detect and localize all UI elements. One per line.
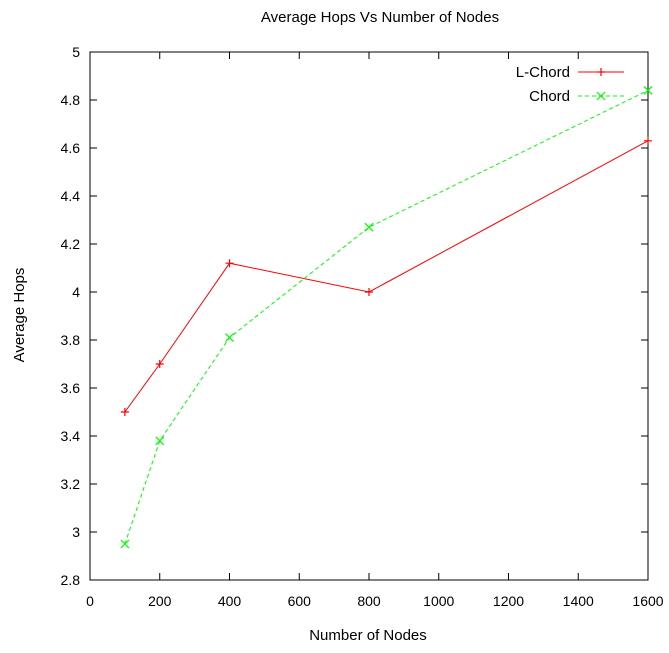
data-point (644, 136, 652, 145)
y-tick-label: 3.4 (61, 428, 81, 444)
y-tick-label: 3 (72, 524, 80, 540)
legend-swatch-marker (596, 91, 606, 101)
series-layer (120, 85, 653, 549)
y-tick-label: 4.8 (61, 92, 81, 108)
x-axis-label: Number of Nodes (309, 627, 427, 644)
data-point (225, 259, 234, 268)
x-tick-label: 1000 (423, 593, 454, 609)
y-tick-label: 2.8 (61, 572, 81, 588)
x-tick-label: 1400 (563, 593, 594, 609)
data-point (364, 222, 374, 232)
legend-label: L-Chord (516, 64, 570, 81)
y-tick-label: 3.8 (61, 332, 81, 348)
data-point (120, 408, 129, 416)
data-point (643, 85, 653, 95)
data-point (155, 436, 165, 446)
y-tick-label: 3.6 (61, 380, 81, 396)
x-tick-label: 400 (218, 593, 242, 609)
y-tick-label: 4 (72, 284, 80, 300)
x-tick-label: 600 (288, 593, 312, 609)
y-tick-label: 4.4 (61, 188, 81, 204)
series-l-chord (120, 136, 652, 416)
legend-swatch-marker (597, 68, 605, 76)
y-tick-label: 4.6 (61, 140, 81, 156)
legend: L-Chord Chord (516, 64, 624, 105)
y-tick-label: 5 (72, 44, 80, 60)
data-point (225, 333, 234, 343)
series-chord (120, 85, 653, 549)
x-tick-label: 800 (357, 593, 381, 609)
data-point (365, 288, 373, 296)
data-point (120, 539, 130, 549)
y-tick-label: 4.2 (61, 236, 81, 252)
y-tick-label: 3.2 (61, 476, 81, 492)
axis-ticks: 0 200 400 600 800 1000 1200 1400 1600 2.8 3 3.2 3.4 3… (61, 44, 664, 609)
plot-area-frame (89, 51, 649, 581)
y-axis-label: Average Hops (11, 268, 28, 363)
x-tick-label: 200 (148, 593, 172, 609)
chart-title: Average Hops Vs Number of Nodes (261, 9, 499, 26)
series-line (124, 89, 649, 545)
series-line (124, 140, 649, 413)
x-tick-label: 1200 (493, 593, 524, 609)
x-tick-label: 1600 (632, 593, 663, 609)
legend-label: Chord (529, 88, 570, 105)
x-tick-label: 0 (86, 593, 94, 609)
data-point (155, 360, 164, 368)
